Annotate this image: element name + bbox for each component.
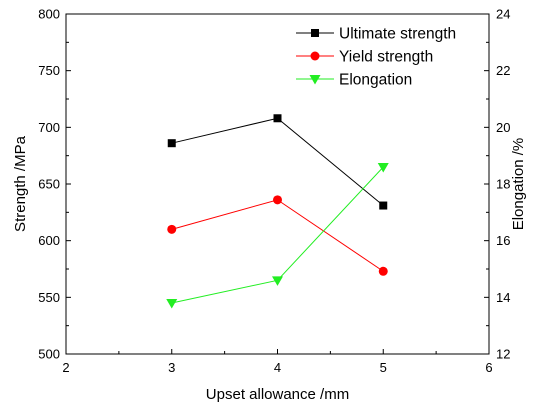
data-point (272, 276, 283, 286)
data-point (167, 224, 177, 234)
series-elongation (166, 163, 389, 309)
y-tick-label: 750 (38, 63, 60, 78)
x-tick-label: 4 (274, 360, 281, 375)
y2-tick-label: 16 (496, 233, 510, 248)
data-point (377, 163, 389, 173)
x-axis-title: Upset allowance /mm (206, 386, 349, 403)
y2-tick-label: 14 (496, 290, 510, 305)
series-ultimate-strength (167, 114, 388, 210)
series-line (171, 117, 384, 206)
legend-label: Yield strength (339, 49, 433, 66)
legend-label: Ultimate strength (339, 26, 456, 43)
y2-tick-label: 18 (496, 177, 510, 192)
legend-entry: Elongation (296, 72, 412, 89)
x-tick-label: 3 (168, 360, 175, 375)
legend-marker (311, 29, 319, 37)
series-yield-strength (167, 195, 388, 276)
y-axis-title: Strength /MPa (12, 135, 29, 232)
x-tick-label: 2 (62, 360, 69, 375)
data-point (167, 139, 176, 148)
legend-marker (310, 51, 320, 61)
x-tick-label: 5 (380, 360, 387, 375)
y-tick-label: 650 (38, 177, 60, 192)
y-tick-label: 550 (38, 290, 60, 305)
y-tick-label: 800 (38, 7, 60, 22)
x-tick-label: 6 (485, 360, 492, 375)
y-tick-label: 700 (38, 120, 60, 135)
legend-entry: Yield strength (296, 49, 433, 66)
data-point (379, 201, 388, 210)
data-point (378, 266, 388, 276)
data-point (166, 299, 178, 309)
data-point (273, 114, 282, 123)
y2-tick-label: 20 (496, 120, 510, 135)
data-point (273, 195, 282, 205)
legend-entry: Ultimate strength (296, 26, 456, 43)
y2-tick-label: 12 (496, 347, 510, 362)
y-tick-label: 500 (38, 347, 60, 362)
y2-tick-label: 24 (496, 7, 510, 22)
y-tick-label: 600 (38, 233, 60, 248)
legend-marker (309, 75, 321, 85)
legend-label: Elongation (339, 72, 412, 89)
y2-axis-title: Elongation /% (510, 138, 527, 231)
y2-tick-label: 22 (496, 63, 510, 78)
series-line (171, 199, 384, 272)
